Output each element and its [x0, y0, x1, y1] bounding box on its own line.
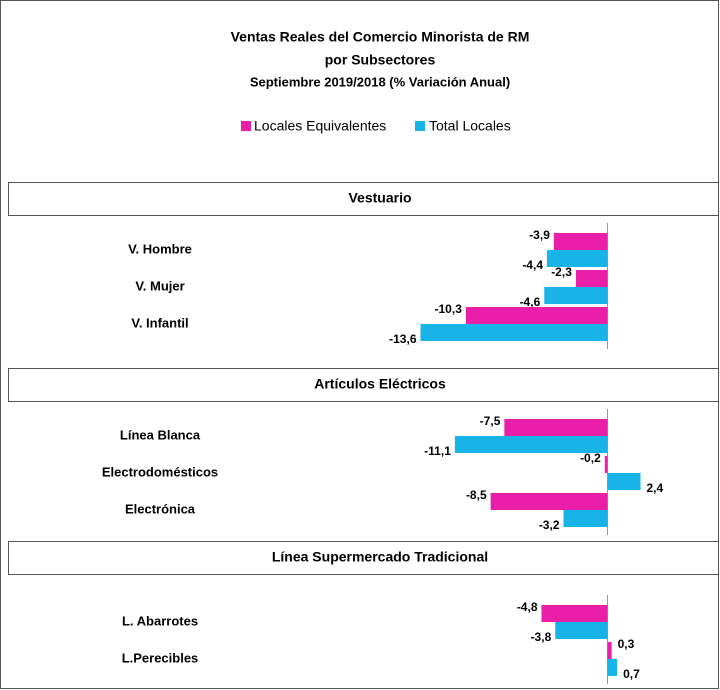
bar — [420, 324, 608, 341]
bar — [607, 642, 612, 659]
bar — [490, 493, 608, 510]
bar — [541, 605, 608, 622]
data-label: -4,4 — [522, 258, 543, 272]
data-label: 2,4 — [647, 481, 664, 495]
bar — [454, 436, 608, 453]
section-header — [8, 182, 719, 216]
bar — [563, 510, 608, 527]
section-title: Artículos Eléctricos — [314, 376, 446, 392]
legend-swatch — [415, 121, 425, 131]
bar — [575, 270, 608, 287]
section-title: Línea Supermercado Tradicional — [272, 549, 488, 565]
category-label: V. Mujer — [135, 278, 184, 293]
data-label: -3,9 — [529, 228, 550, 242]
category-label: Electrónica — [125, 501, 196, 516]
data-label: -3,8 — [531, 630, 552, 644]
chart-subtitle: por Subsectores — [325, 52, 436, 68]
data-label: -7,5 — [480, 414, 501, 428]
data-label: -4,8 — [517, 600, 538, 614]
category-label: L. Abarrotes — [122, 613, 198, 628]
data-label: -10,3 — [435, 302, 463, 316]
category-label: V. Hombre — [128, 241, 192, 256]
bar — [544, 287, 608, 304]
data-label: -0,2 — [580, 451, 601, 465]
bar — [555, 622, 608, 639]
section-header — [8, 541, 719, 575]
legend-label: Locales Equivalentes — [254, 118, 386, 134]
section-title: Vestuario — [348, 190, 411, 206]
data-label: -2,3 — [551, 265, 572, 279]
category-label: L.Perecibles — [122, 650, 199, 665]
legend-swatch — [241, 121, 251, 131]
bar — [607, 659, 618, 676]
data-label: 0,3 — [618, 637, 635, 651]
bar — [607, 473, 641, 490]
data-label: -11,1 — [424, 444, 451, 458]
data-label: -13,6 — [389, 332, 417, 346]
data-label: -8,5 — [466, 488, 487, 502]
data-label: 0,7 — [623, 667, 640, 681]
section-header — [8, 368, 719, 402]
bar — [553, 233, 608, 250]
bar — [465, 307, 608, 324]
data-label: -3,2 — [539, 518, 560, 532]
data-label: -4,6 — [520, 295, 541, 309]
legend-label: Total Locales — [429, 118, 511, 134]
category-label: Electrodomésticos — [102, 464, 218, 479]
bar — [547, 250, 608, 267]
chart-title: Ventas Reales del Comercio Minorista de … — [231, 29, 530, 45]
category-label: V. Infantil — [131, 315, 188, 330]
chart-subtitle: Septiembre 2019/2018 (% Variación Anual) — [250, 74, 510, 89]
bar — [604, 456, 608, 473]
bar — [504, 419, 608, 436]
category-label: Línea Blanca — [120, 427, 201, 442]
